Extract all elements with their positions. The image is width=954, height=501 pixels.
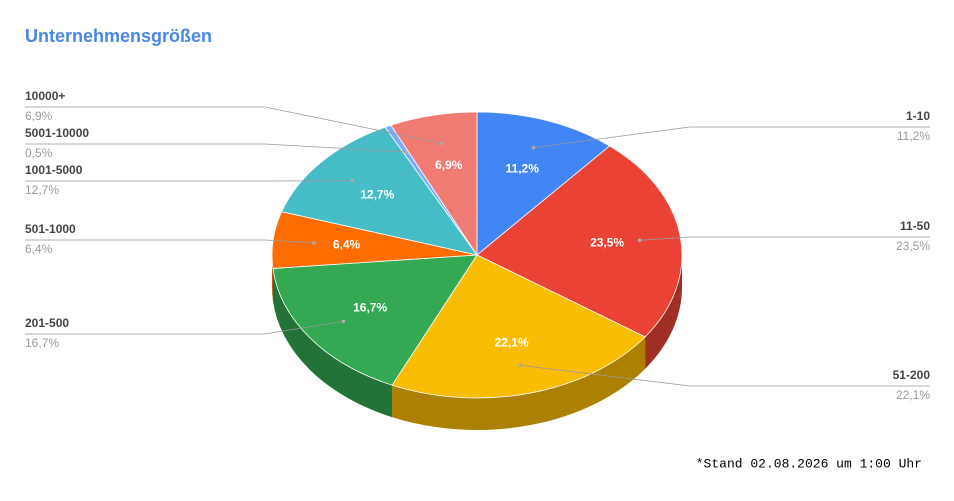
slice-side <box>645 255 682 369</box>
slice-label: 11,2% <box>506 161 540 175</box>
leader-line <box>25 106 442 144</box>
slice-label: 16,7% <box>353 300 387 314</box>
leader-line <box>533 126 930 149</box>
leader-dot <box>341 319 346 324</box>
leader-line <box>25 143 406 153</box>
legend-value: 0,5% <box>25 146 53 160</box>
slice-label: 6,9% <box>435 158 463 172</box>
legend-label: 11-50 <box>900 219 930 233</box>
slice-side <box>392 336 646 430</box>
slice <box>476 145 683 338</box>
leader-dot <box>439 141 444 146</box>
leader-line <box>25 320 344 335</box>
slice-side <box>272 255 273 301</box>
slice <box>476 111 611 256</box>
legend-value: 12,7% <box>25 183 59 197</box>
slice-label: 12,7% <box>360 188 394 202</box>
leader-dot <box>531 145 536 150</box>
slice <box>391 254 646 399</box>
leader-line <box>25 239 314 244</box>
legend-value: 16,7% <box>25 336 59 350</box>
legend-label: 51-200 <box>893 368 931 382</box>
legend-label: 5001-10000 <box>25 126 89 140</box>
slice <box>272 254 478 386</box>
legend-value: 11,2% <box>897 129 930 143</box>
slice-side <box>272 268 393 418</box>
leader-dot <box>403 150 408 154</box>
leader-dot <box>312 241 316 245</box>
slice <box>390 111 478 257</box>
slice-label: 6,4% <box>333 237 361 251</box>
chart-title: Unternehmensgrößen <box>25 26 212 46</box>
slice-label: 22,1% <box>495 335 529 349</box>
leader-line <box>520 364 930 387</box>
legend-value: 22,1% <box>896 388 930 402</box>
footnote: *Stand 02.08.2026 um 1:00 Uhr <box>696 456 922 471</box>
leader-dot <box>518 363 523 368</box>
legend-label: 1-10 <box>906 109 930 123</box>
legend-value: 23,5% <box>896 239 930 253</box>
legend-value: 6,4% <box>25 242 53 256</box>
legend-value: 6,9% <box>25 109 53 123</box>
leader-dot <box>350 178 355 183</box>
legend-label: 201-500 <box>25 316 69 330</box>
legend-label: 501-1000 <box>25 222 76 236</box>
leader-line <box>639 236 930 241</box>
slice-label: 23,5% <box>590 235 624 249</box>
legend-label: 10000+ <box>25 89 65 103</box>
leader-dot <box>637 238 642 243</box>
slice <box>281 126 478 256</box>
legend-label: 1001-5000 <box>25 163 83 177</box>
